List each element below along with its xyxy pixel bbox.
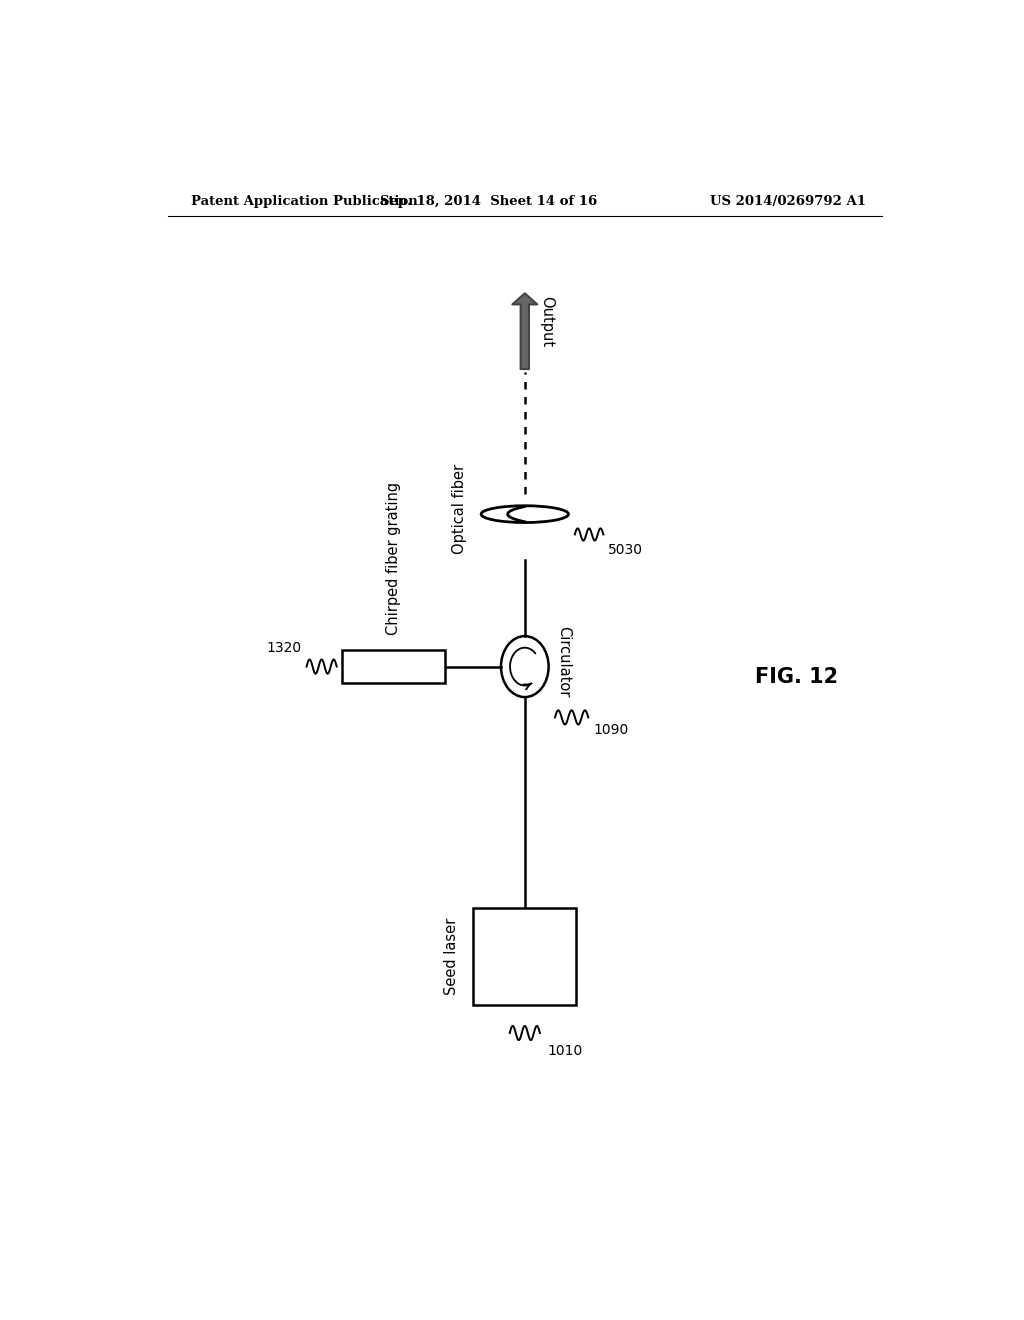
Text: Optical fiber: Optical fiber [452, 465, 467, 554]
Bar [473, 908, 577, 1005]
Text: FIG. 12: FIG. 12 [755, 667, 838, 686]
Text: 1320: 1320 [266, 642, 302, 655]
Bar [342, 651, 445, 682]
Text: US 2014/0269792 A1: US 2014/0269792 A1 [710, 194, 866, 207]
Text: Patent Application Publication: Patent Application Publication [191, 194, 418, 207]
Text: 5030: 5030 [608, 543, 643, 557]
Text: Seed laser: Seed laser [444, 917, 459, 995]
Text: 1090: 1090 [593, 722, 629, 737]
Text: 1010: 1010 [547, 1044, 583, 1059]
Text: Circulator: Circulator [557, 626, 571, 697]
Text: Chirped fiber grating: Chirped fiber grating [386, 482, 401, 635]
Text: Output: Output [539, 296, 554, 347]
Text: Sep. 18, 2014  Sheet 14 of 16: Sep. 18, 2014 Sheet 14 of 16 [381, 194, 598, 207]
